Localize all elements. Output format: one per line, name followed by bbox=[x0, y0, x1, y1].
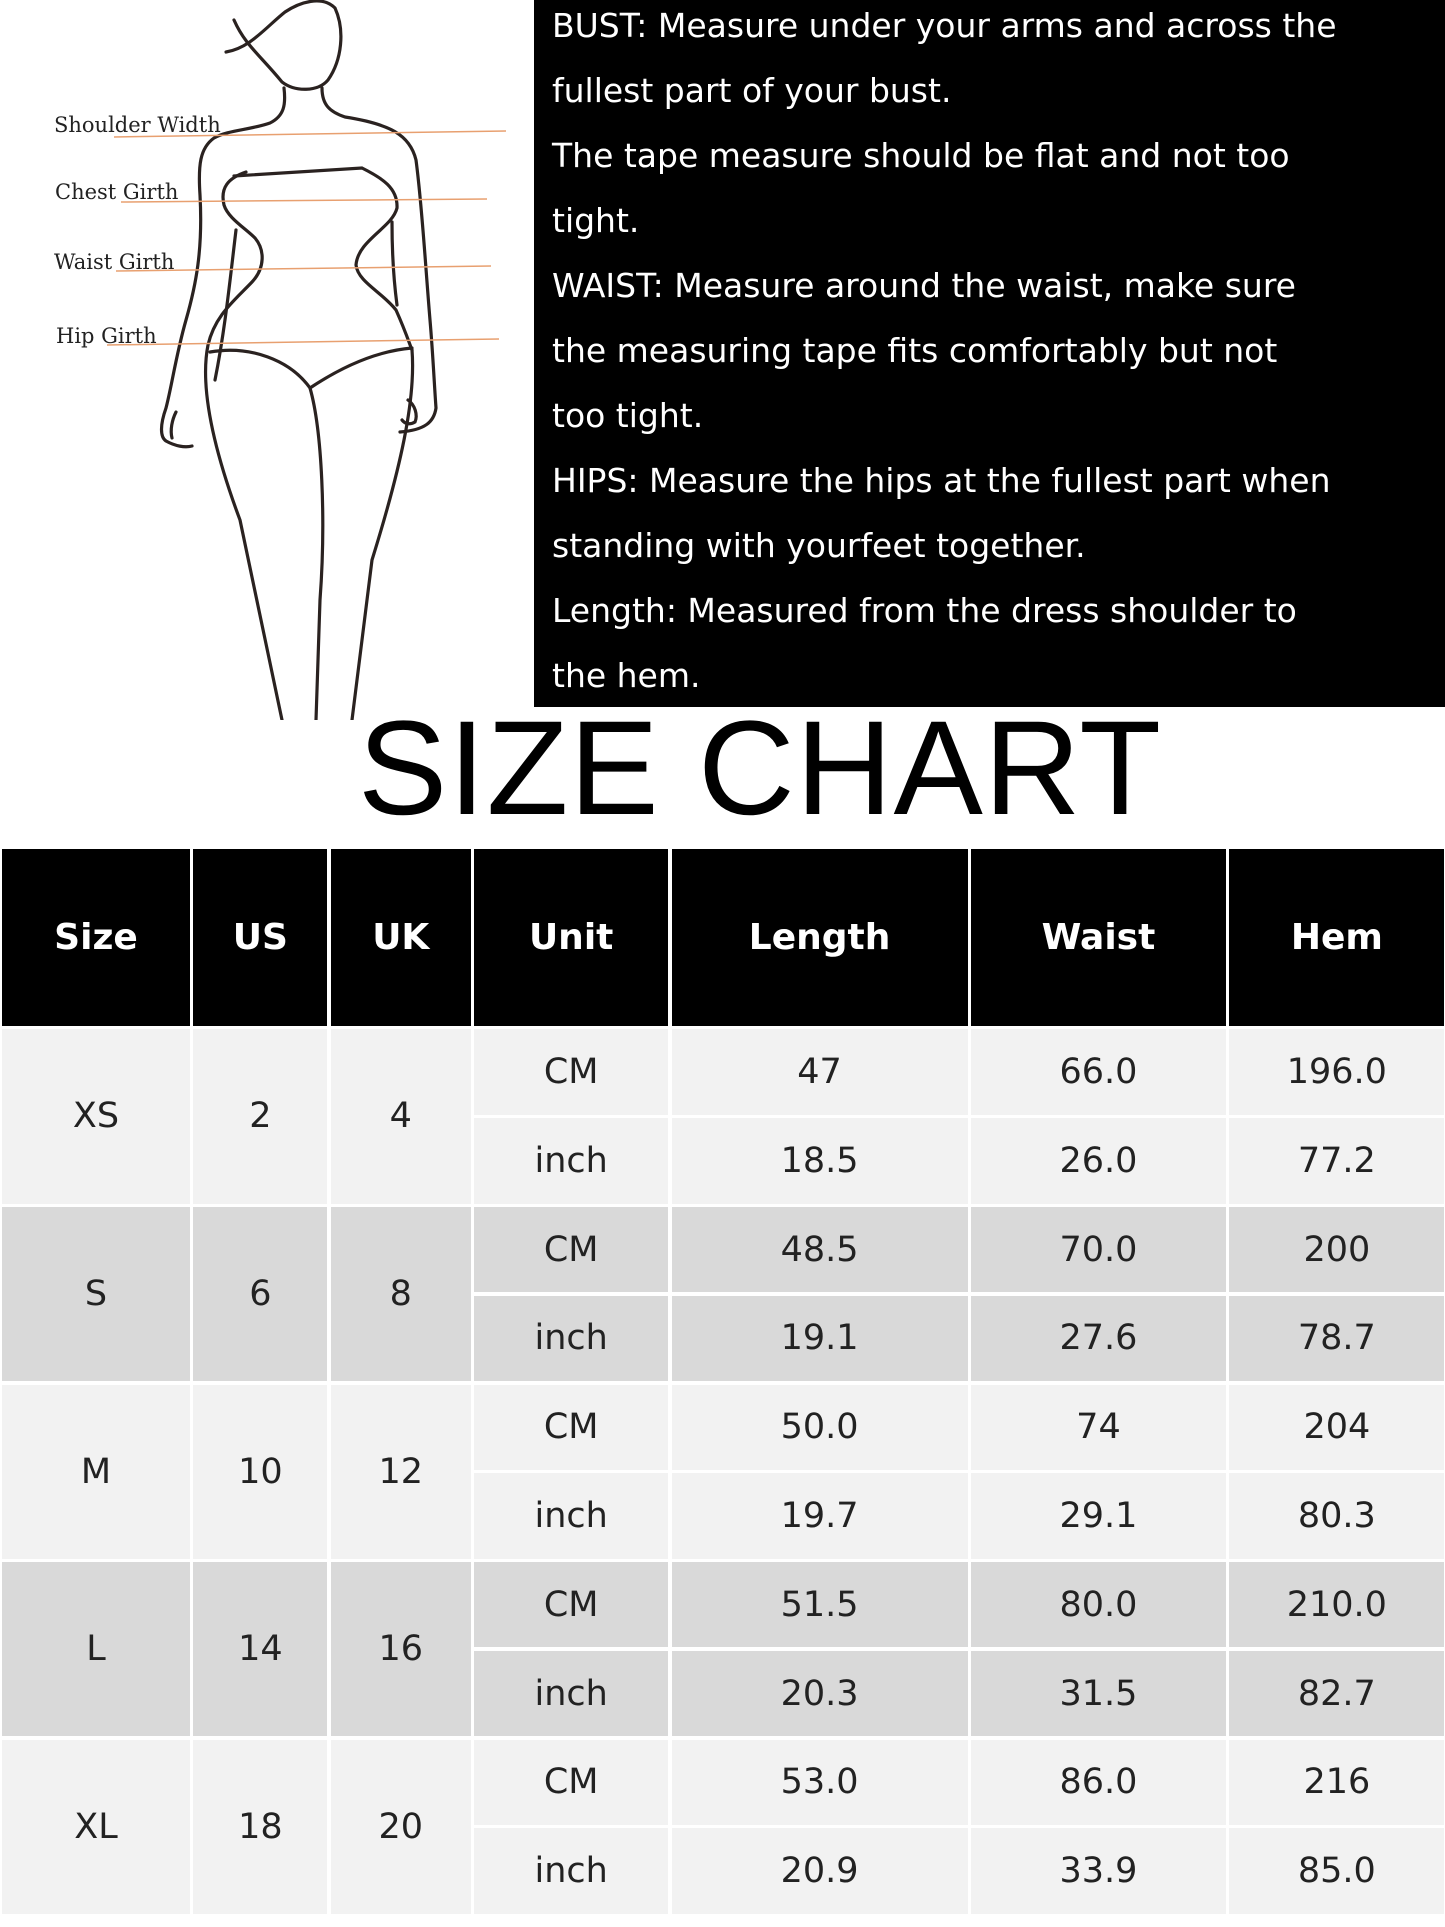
guide-text-line: BUST: Measure under your arms and across… bbox=[552, 6, 1337, 45]
cell-hem-cm: 196.0 bbox=[1229, 1029, 1445, 1115]
cell-length-cm: 53.0 bbox=[671, 1739, 968, 1826]
label-chest-girth: Chest Girth bbox=[55, 180, 179, 204]
body-silhouette-icon bbox=[159, 0, 438, 722]
cell-hem-inch: 77.2 bbox=[1229, 1118, 1445, 1204]
cell-hem-cm: 200 bbox=[1229, 1206, 1445, 1293]
cell-size: M bbox=[2, 1384, 190, 1559]
guide-text-line: standing with yourfeet together. bbox=[552, 526, 1086, 565]
cell-length-cm: 48.5 bbox=[671, 1206, 968, 1293]
cell-uk: 20 bbox=[330, 1739, 471, 1914]
guide-text-line: the measuring tape fits comfortably but … bbox=[552, 331, 1278, 370]
hip-girth-line bbox=[106, 338, 500, 346]
cell-unit-cm: CM bbox=[474, 1739, 669, 1826]
cell-waist-cm: 70.0 bbox=[970, 1206, 1226, 1293]
cell-uk: 8 bbox=[330, 1206, 471, 1382]
cell-waist-inch: 27.6 bbox=[970, 1295, 1226, 1382]
cell-waist-inch: 31.5 bbox=[970, 1650, 1226, 1737]
waist-girth-line bbox=[115, 265, 492, 272]
cell-hem-inch: 82.7 bbox=[1229, 1650, 1445, 1737]
cell-hem-cm: 204 bbox=[1229, 1384, 1445, 1470]
label-hip-girth: Hip Girth bbox=[56, 324, 157, 348]
header-uk: UK bbox=[330, 849, 471, 1026]
size-chart-table: Size US UK Unit Length Waist Hem XS 2 4 CM 47 66.0 19… bbox=[2, 849, 1445, 1914]
cell-unit-cm: CM bbox=[474, 1562, 669, 1648]
cell-hem-cm: 210.0 bbox=[1229, 1562, 1445, 1648]
cell-unit-inch: inch bbox=[474, 1828, 669, 1914]
body-measurement-diagram: Shoulder Width Chest Girth Waist Girth H… bbox=[0, 0, 534, 722]
cell-size: L bbox=[2, 1562, 190, 1737]
cell-unit-inch: inch bbox=[474, 1473, 669, 1559]
cell-unit-inch: inch bbox=[474, 1118, 669, 1204]
cell-length-cm: 51.5 bbox=[671, 1562, 968, 1648]
header-size: Size bbox=[2, 849, 190, 1026]
cell-unit-cm: CM bbox=[474, 1029, 669, 1115]
guide-text-line: too tight. bbox=[552, 396, 704, 435]
cell-waist-inch: 33.9 bbox=[970, 1828, 1226, 1914]
measurement-lines bbox=[106, 130, 507, 346]
header-waist: Waist bbox=[970, 849, 1226, 1026]
guide-text-line: WAIST: Measure around the waist, make su… bbox=[552, 266, 1296, 305]
cell-waist-cm: 66.0 bbox=[970, 1029, 1226, 1115]
guide-text-line: tight. bbox=[552, 201, 640, 240]
cell-uk: 16 bbox=[330, 1562, 471, 1737]
label-waist-girth: Waist Girth bbox=[54, 250, 175, 274]
cell-hem-inch: 85.0 bbox=[1229, 1828, 1445, 1914]
header-length: Length bbox=[671, 849, 968, 1026]
cell-length-inch: 20.9 bbox=[671, 1828, 968, 1914]
shoulder-width-line bbox=[113, 130, 507, 138]
chest-girth-line bbox=[120, 198, 488, 203]
cell-waist-cm: 74 bbox=[970, 1384, 1226, 1470]
cell-length-inch: 19.1 bbox=[671, 1295, 968, 1382]
cell-length-cm: 47 bbox=[671, 1029, 968, 1115]
page-title: SIZE CHART bbox=[357, 694, 1163, 843]
cell-size: S bbox=[2, 1206, 190, 1382]
header-hem: Hem bbox=[1229, 849, 1445, 1026]
cell-unit-cm: CM bbox=[474, 1206, 669, 1293]
cell-length-inch: 20.3 bbox=[671, 1650, 968, 1737]
cell-size: XS bbox=[2, 1029, 190, 1204]
cell-waist-inch: 26.0 bbox=[970, 1118, 1226, 1204]
cell-hem-inch: 78.7 bbox=[1229, 1295, 1445, 1382]
cell-unit-cm: CM bbox=[474, 1384, 669, 1470]
cell-waist-cm: 80.0 bbox=[970, 1562, 1226, 1648]
guide-text-line: fullest part of your bust. bbox=[552, 71, 952, 110]
guide-text-line: The tape measure should be flat and not … bbox=[552, 136, 1290, 175]
cell-waist-cm: 86.0 bbox=[970, 1739, 1226, 1826]
cell-us: 10 bbox=[193, 1384, 328, 1559]
cell-hem-cm: 216 bbox=[1229, 1739, 1445, 1826]
measuring-guide-panel: BUST: Measure under your arms and across… bbox=[534, 0, 1445, 707]
cell-uk: 12 bbox=[330, 1384, 471, 1559]
cell-length-inch: 18.5 bbox=[671, 1118, 968, 1204]
cell-uk: 4 bbox=[330, 1029, 471, 1204]
label-shoulder-width: Shoulder Width bbox=[54, 113, 221, 137]
guide-text-line: Length: Measured from the dress shoulder… bbox=[552, 591, 1297, 630]
header-us: US bbox=[193, 849, 328, 1026]
cell-hem-inch: 80.3 bbox=[1229, 1473, 1445, 1559]
cell-unit-inch: inch bbox=[474, 1650, 669, 1737]
cell-length-cm: 50.0 bbox=[671, 1384, 968, 1470]
header-unit: Unit bbox=[474, 849, 669, 1026]
cell-length-inch: 19.7 bbox=[671, 1473, 968, 1559]
cell-us: 18 bbox=[193, 1739, 328, 1914]
guide-text-line: the hem. bbox=[552, 656, 701, 695]
cell-waist-inch: 29.1 bbox=[970, 1473, 1226, 1559]
cell-unit-inch: inch bbox=[474, 1295, 669, 1382]
cell-us: 2 bbox=[193, 1029, 328, 1204]
cell-size: XL bbox=[2, 1739, 190, 1914]
guide-text-line: HIPS: Measure the hips at the fullest pa… bbox=[552, 461, 1331, 500]
cell-us: 6 bbox=[193, 1206, 328, 1382]
cell-us: 14 bbox=[193, 1562, 328, 1737]
